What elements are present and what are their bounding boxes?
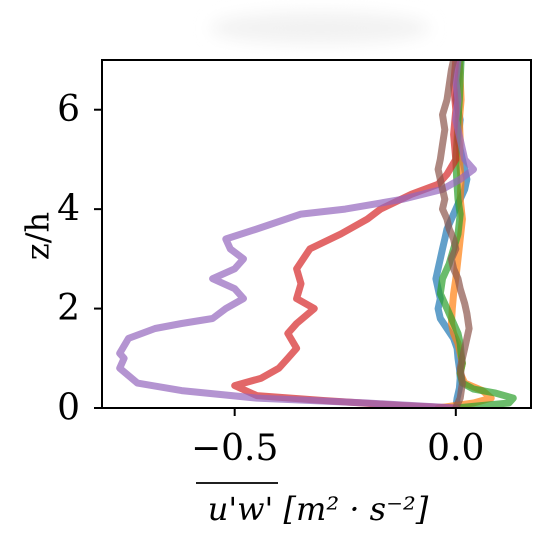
series-layer: [116, 60, 517, 408]
y-tick-label-4: 6: [57, 89, 80, 130]
series-line-5: [116, 60, 477, 408]
title-area: [210, 12, 430, 44]
x-tick-label-2: 0.0: [427, 428, 484, 469]
plot-frame: [101, 59, 532, 409]
tick-layer: −0.5 0.0 0 2 4 6: [57, 89, 484, 469]
y-axis-label: z/h: [19, 212, 57, 260]
y-tick-label-2: 2: [57, 288, 80, 329]
series-line-4: [231, 60, 460, 408]
series-line-6: [434, 60, 473, 408]
x-tick-label-1: −0.5: [191, 428, 278, 469]
x-axis-label: u'w' [m² · s⁻²]: [196, 482, 429, 528]
y-tick-label-3: 4: [57, 189, 80, 230]
y-tick-label-1: 0: [57, 388, 80, 429]
x-axis-label-text: u'w' [m² · s⁻²]: [208, 490, 429, 528]
